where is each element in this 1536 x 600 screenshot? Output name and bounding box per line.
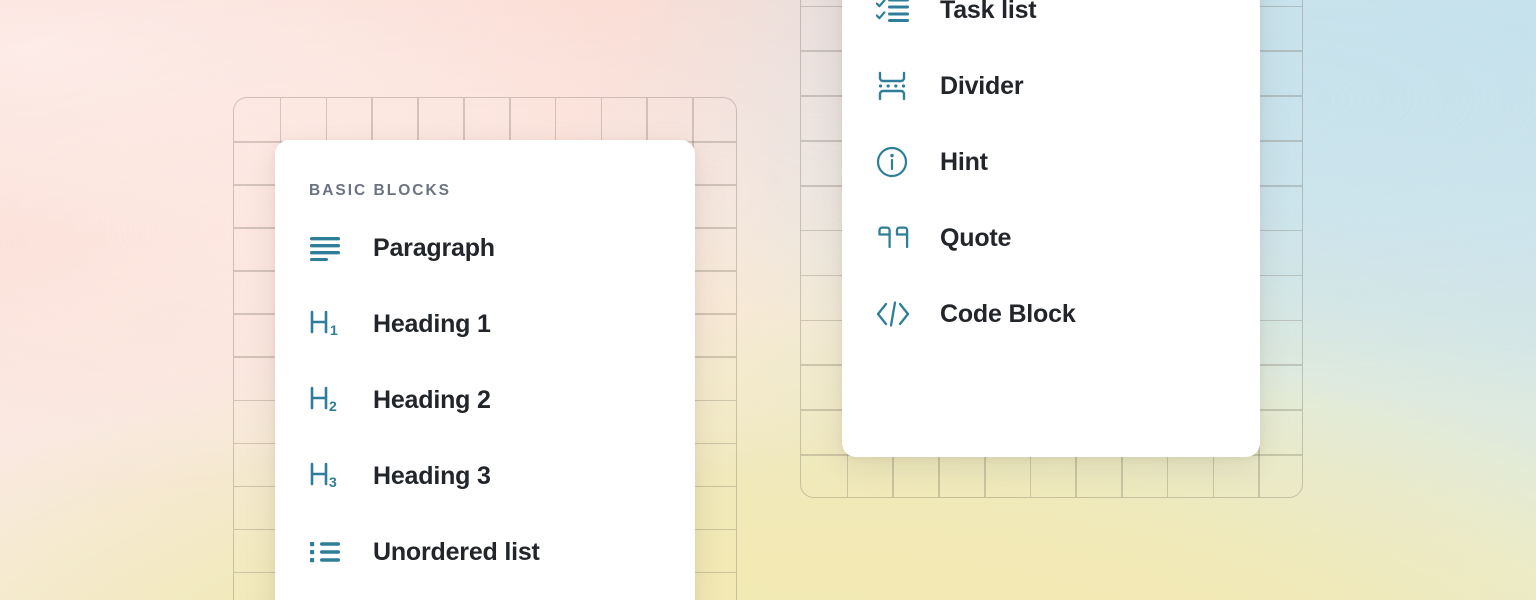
menu-item-heading-2[interactable]: 2 Heading 2 <box>309 362 661 438</box>
menu-item-label: Heading 3 <box>373 461 491 490</box>
heading-3-icon: 3 <box>309 459 349 493</box>
menu-item-hint[interactable]: Hint <box>876 124 1226 200</box>
menu-item-unordered-list[interactable]: Unordered list <box>309 514 661 590</box>
unordered-list-icon <box>309 535 349 569</box>
heading-1-icon: 1 <box>309 307 349 341</box>
menu-item-label: Paragraph <box>373 233 495 262</box>
more-blocks-menu-card: 1 2 Ordered list <box>842 0 1260 457</box>
menu-item-quote[interactable]: Quote <box>876 200 1226 276</box>
svg-text:1: 1 <box>330 322 338 338</box>
menu-item-label: Divider <box>940 71 1024 100</box>
menu-item-task-list[interactable]: Task list <box>876 0 1226 48</box>
heading-2-icon: 2 <box>309 383 349 417</box>
menu-item-divider[interactable]: Divider <box>876 48 1226 124</box>
menu-item-label: Code Block <box>940 299 1076 328</box>
code-block-icon <box>876 297 916 331</box>
menu-item-label: Hint <box>940 147 988 176</box>
divider-icon <box>876 69 916 103</box>
task-list-icon <box>876 0 916 27</box>
menu-item-heading-3[interactable]: 3 Heading 3 <box>309 438 661 514</box>
menu-item-label: Heading 1 <box>373 309 491 338</box>
menu-item-code-block[interactable]: Code Block <box>876 276 1226 352</box>
svg-text:2: 2 <box>329 398 337 414</box>
menu-item-label: Quote <box>940 223 1012 252</box>
menu-item-heading-1[interactable]: 1 Heading 1 <box>309 286 661 362</box>
hint-icon <box>876 145 916 179</box>
menu-item-label: Task list <box>940 0 1037 24</box>
section-label-basic-blocks: BASIC BLOCKS <box>309 182 451 199</box>
quote-icon <box>876 221 916 255</box>
menu-item-label: Heading 2 <box>373 385 491 414</box>
menu-item-paragraph[interactable]: Paragraph <box>309 210 661 286</box>
paragraph-icon <box>309 231 349 265</box>
basic-blocks-menu-card: BASIC BLOCKS Paragraph <box>275 140 695 600</box>
svg-text:3: 3 <box>329 474 337 490</box>
menu-item-label: Unordered list <box>373 537 540 566</box>
